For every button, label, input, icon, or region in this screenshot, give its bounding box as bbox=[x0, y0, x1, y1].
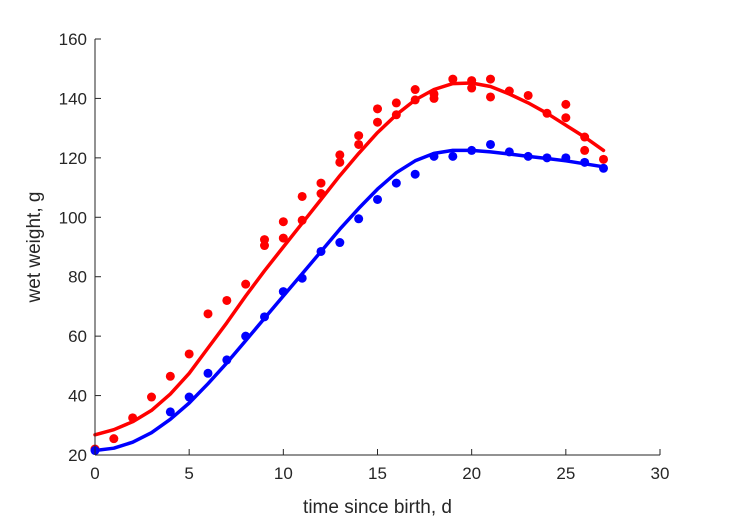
x-tick-label: 5 bbox=[184, 464, 193, 483]
fit-curves bbox=[93, 81, 606, 453]
data-point-series-1 bbox=[561, 99, 571, 109]
data-point-series-2 bbox=[165, 407, 175, 417]
data-point-series-2 bbox=[410, 169, 420, 179]
data-point-series-1 bbox=[316, 189, 326, 199]
x-tick-label: 0 bbox=[90, 464, 99, 483]
data-point-series-1 bbox=[335, 150, 345, 160]
data-point-series-1 bbox=[260, 235, 269, 245]
data-point-series-1 bbox=[241, 279, 251, 289]
data-point-series-2 bbox=[448, 151, 458, 161]
y-axis-label: wet weight, g bbox=[24, 192, 45, 304]
x-tick-label: 20 bbox=[462, 464, 481, 483]
data-point-series-2 bbox=[467, 145, 477, 155]
data-point-series-1 bbox=[580, 145, 590, 155]
data-point-series-2 bbox=[373, 194, 382, 204]
data-point-series-2 bbox=[184, 392, 194, 402]
y-tick-label: 140 bbox=[59, 89, 87, 108]
data-point-series-2 bbox=[297, 273, 307, 283]
x-tick-label: 30 bbox=[651, 464, 670, 483]
y-tick-label: 100 bbox=[59, 208, 87, 227]
data-point-series-1 bbox=[467, 76, 477, 86]
data-point-series-1 bbox=[297, 215, 307, 225]
data-point-series-1 bbox=[147, 392, 156, 402]
data-point-series-2 bbox=[241, 331, 251, 341]
data-point-series-2 bbox=[335, 238, 345, 248]
data-point-series-2 bbox=[316, 246, 326, 256]
data-point-series-1 bbox=[373, 104, 382, 114]
data-point-series-1 bbox=[542, 108, 552, 118]
fit-line-series-2 bbox=[93, 148, 606, 453]
data-point-series-2 bbox=[542, 153, 552, 163]
data-point-series-1 bbox=[391, 110, 401, 120]
data-point-series-1 bbox=[561, 113, 571, 123]
data-points bbox=[90, 74, 608, 456]
data-point-series-1 bbox=[354, 131, 364, 141]
y-tick-label: 160 bbox=[59, 30, 87, 49]
data-point-series-2 bbox=[203, 368, 213, 378]
data-point-series-1 bbox=[504, 86, 514, 96]
data-point-series-2 bbox=[561, 153, 571, 163]
x-tick-label: 15 bbox=[368, 464, 387, 483]
y-tick-label: 120 bbox=[59, 149, 87, 168]
data-point-series-1 bbox=[429, 89, 439, 99]
y-tick-label: 80 bbox=[68, 268, 87, 287]
data-point-series-2 bbox=[354, 214, 364, 224]
data-point-series-2 bbox=[260, 312, 269, 322]
data-point-series-1 bbox=[165, 371, 175, 381]
data-point-series-1 bbox=[373, 117, 382, 127]
data-point-series-2 bbox=[278, 287, 288, 297]
data-point-series-1 bbox=[128, 413, 138, 423]
y-tick-label: 20 bbox=[68, 446, 87, 465]
data-point-series-1 bbox=[203, 309, 213, 319]
data-point-series-1 bbox=[523, 90, 533, 100]
data-point-series-2 bbox=[486, 139, 495, 149]
data-point-series-2 bbox=[391, 178, 401, 188]
x-axis-label: time since birth, d bbox=[303, 497, 452, 518]
data-point-series-1 bbox=[599, 154, 608, 164]
x-tick-label: 10 bbox=[274, 464, 293, 483]
data-point-series-1 bbox=[391, 98, 401, 108]
data-point-series-1 bbox=[297, 191, 307, 201]
data-point-series-1 bbox=[486, 74, 495, 84]
data-point-series-1 bbox=[354, 139, 364, 149]
fit-line-series-1 bbox=[93, 81, 606, 437]
data-point-series-1 bbox=[278, 217, 288, 227]
data-point-series-1 bbox=[222, 295, 232, 305]
x-ticks: 0 5 10 15 20 25 30 bbox=[90, 449, 669, 483]
data-point-series-1 bbox=[467, 83, 477, 93]
y-tick-label: 60 bbox=[68, 327, 87, 346]
data-point-series-1 bbox=[486, 92, 495, 102]
y-tick-label: 40 bbox=[68, 387, 87, 406]
y-ticks: 20 40 60 80 100 120 140 160 bbox=[59, 30, 101, 465]
data-point-series-1 bbox=[109, 434, 119, 444]
x-tick-label: 25 bbox=[556, 464, 575, 483]
data-point-series-2 bbox=[599, 163, 608, 173]
data-point-series-2 bbox=[429, 151, 439, 161]
data-point-series-1 bbox=[184, 349, 194, 359]
axes bbox=[94, 39, 660, 456]
data-point-series-1 bbox=[316, 178, 326, 188]
data-point-series-2 bbox=[580, 157, 590, 167]
data-point-series-1 bbox=[448, 74, 458, 84]
data-point-series-2 bbox=[523, 151, 533, 161]
data-point-series-2 bbox=[222, 355, 232, 365]
data-point-series-1 bbox=[410, 85, 420, 95]
data-point-series-2 bbox=[504, 147, 514, 157]
data-point-series-1 bbox=[410, 95, 420, 105]
data-point-series-1 bbox=[580, 132, 590, 142]
data-point-series-1 bbox=[278, 233, 288, 243]
data-point-series-1 bbox=[335, 157, 345, 167]
